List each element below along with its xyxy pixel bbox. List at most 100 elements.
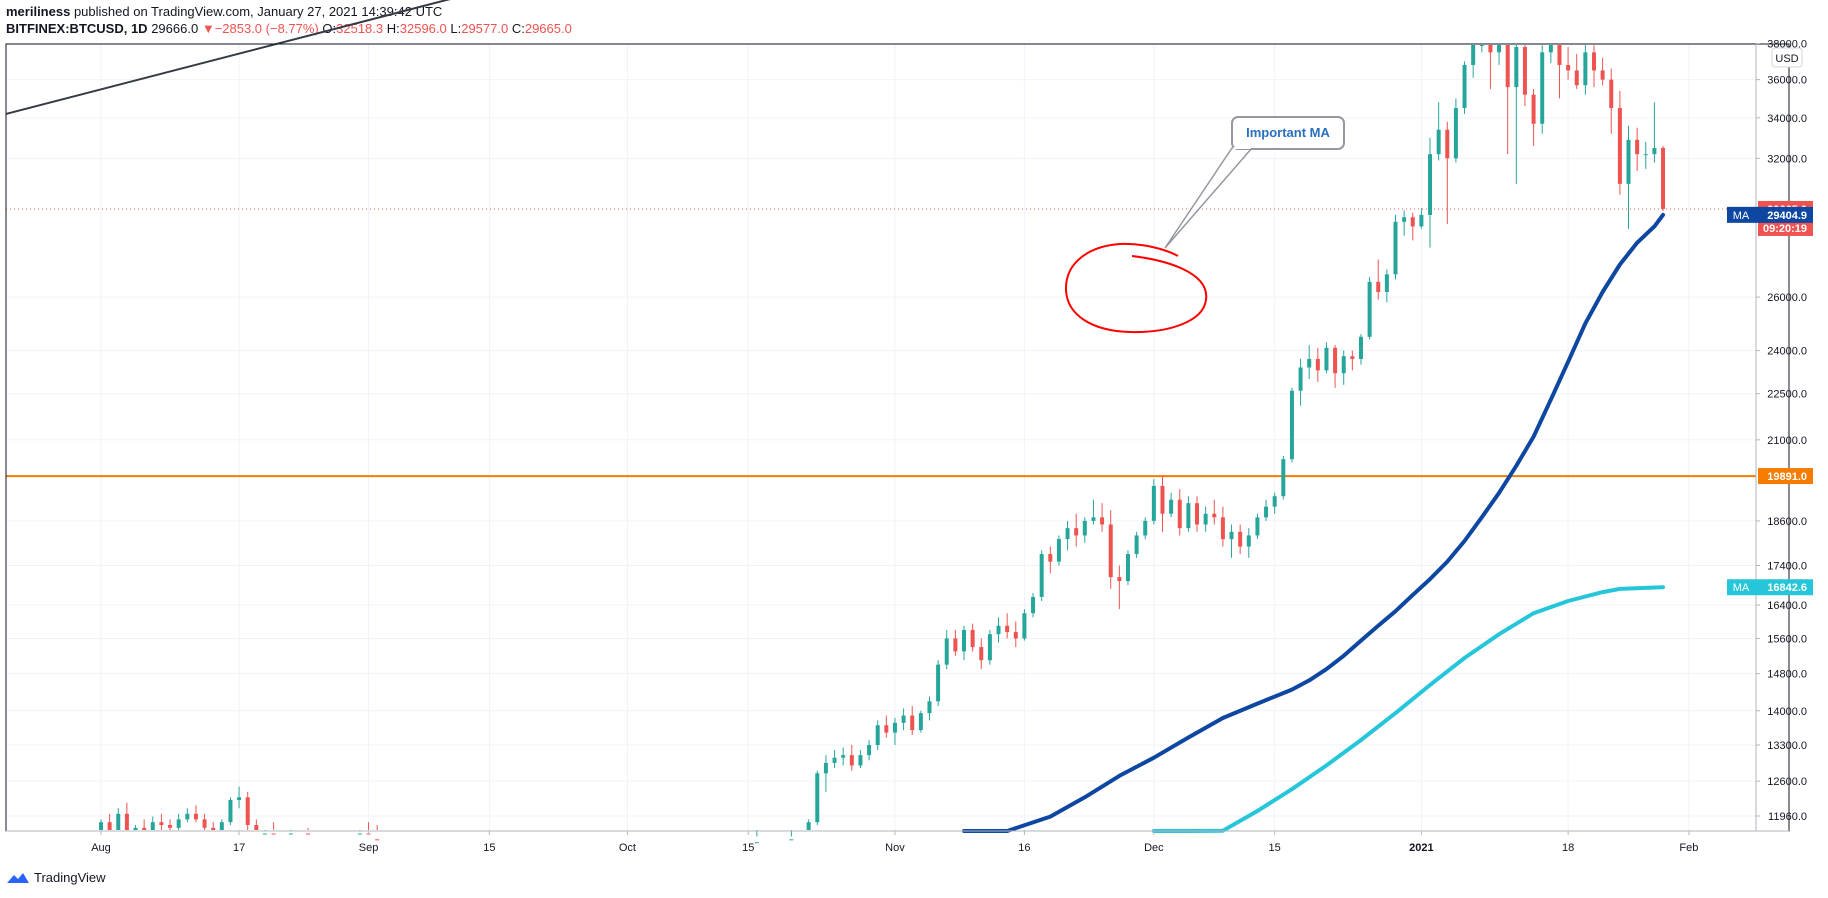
- candle-body: [1591, 52, 1596, 71]
- y-tick-label: 32000.0: [1767, 153, 1807, 165]
- candle-body: [1367, 281, 1372, 337]
- candles: [99, 45, 1666, 844]
- candle-body: [1428, 154, 1433, 215]
- candle: [202, 813, 207, 830]
- candle-body: [1333, 347, 1338, 374]
- candle-body: [142, 827, 147, 830]
- author-name[interactable]: meriliness: [6, 4, 71, 19]
- candle-body: [918, 713, 923, 731]
- price-label-box: [1758, 219, 1813, 236]
- candle: [962, 625, 966, 661]
- candle-body: [1005, 625, 1010, 633]
- x-tick-label: Feb: [1679, 842, 1698, 854]
- candle: [1056, 535, 1061, 566]
- candle-body: [970, 629, 975, 648]
- candle-body: [237, 797, 242, 800]
- candle-body: [107, 822, 112, 830]
- x-tick-label: 18: [1562, 842, 1574, 854]
- candle: [1143, 517, 1148, 540]
- y-tick-label: 16400.0: [1767, 600, 1807, 612]
- y-tick-label: 17400.0: [1767, 560, 1807, 572]
- candle-body: [1617, 108, 1622, 184]
- currency-badge[interactable]: [1771, 47, 1803, 68]
- candle: [1557, 45, 1562, 99]
- candle: [1445, 121, 1450, 225]
- candle-body: [254, 825, 259, 830]
- candle: [1471, 45, 1476, 78]
- candle: [754, 830, 759, 844]
- symbol-label[interactable]: BITFINEX:BTCUSD, 1D: [6, 21, 148, 36]
- candle: [1307, 345, 1312, 380]
- candle-body: [124, 813, 129, 830]
- grid: [6, 43, 1756, 831]
- callout-box[interactable]: [1231, 116, 1345, 150]
- high-value: 32596.0: [399, 21, 447, 36]
- candle: [1074, 513, 1079, 547]
- y-tick-label: 36000.0: [1767, 75, 1807, 87]
- low-label: L:: [450, 21, 462, 36]
- candle: [1212, 499, 1217, 525]
- candle-body: [789, 839, 794, 841]
- last-price: 29666.0: [151, 21, 199, 36]
- candle-body: [1643, 154, 1648, 156]
- candle: [944, 629, 949, 670]
- footer-brand[interactable]: TradingView: [6, 870, 106, 885]
- candle: [806, 819, 811, 830]
- candle: [1505, 45, 1510, 155]
- y-tick-label: 21000.0: [1767, 435, 1807, 447]
- candle-body: [202, 819, 207, 828]
- candle-body: [1540, 52, 1545, 124]
- y-tick-label: 24000.0: [1767, 346, 1807, 358]
- candle-body: [1264, 506, 1269, 518]
- candle-body: [1091, 517, 1096, 521]
- tradingview-logo-icon: [7, 872, 29, 883]
- candle: [1298, 358, 1303, 406]
- candle: [1160, 475, 1165, 532]
- candle-body: [1315, 358, 1320, 371]
- candle-body: [1436, 129, 1441, 155]
- candle-body: [211, 827, 216, 830]
- candle: [124, 802, 129, 830]
- candle-body: [1479, 45, 1484, 46]
- candle: [306, 827, 311, 835]
- candle-body: [1531, 94, 1536, 124]
- candle-body: [1195, 503, 1200, 525]
- ma-slow-line[interactable]: [1151, 585, 1665, 833]
- candle-body: [1471, 45, 1476, 65]
- candle-body: [875, 725, 880, 746]
- candle-body: [1453, 108, 1458, 159]
- candle-body: [245, 797, 250, 826]
- candle: [1617, 90, 1622, 195]
- candle: [237, 786, 242, 809]
- candle: [1048, 546, 1053, 574]
- candle: [867, 740, 872, 761]
- candle-body: [1661, 147, 1666, 209]
- candle-body: [1100, 517, 1105, 525]
- candle: [1376, 259, 1381, 300]
- candle: [1220, 506, 1225, 547]
- candle-body: [754, 842, 759, 844]
- ma-fast-line[interactable]: [962, 212, 1665, 833]
- candle: [150, 816, 155, 830]
- candle: [858, 750, 863, 769]
- candle: [1462, 61, 1467, 114]
- candle: [1522, 45, 1527, 107]
- candle: [1005, 613, 1010, 639]
- candle-body: [901, 715, 906, 723]
- candle-body: [1281, 459, 1286, 497]
- candle-body: [1212, 513, 1217, 518]
- x-axis-ticks: Aug 17 Sep 15 Oct 15 Nov 16 Dec 15 2021 18 Feb: [91, 831, 1698, 854]
- candle-body: [996, 625, 1001, 635]
- annotation-circle[interactable]: [1064, 242, 1208, 334]
- candle-body: [1272, 496, 1277, 507]
- candle: [1229, 524, 1234, 558]
- trendline[interactable]: [5, 0, 462, 115]
- publish-info: meriliness published on TradingView.com,…: [6, 4, 442, 19]
- ma-label-value: 16842.6: [1767, 582, 1807, 594]
- candle: [271, 822, 276, 835]
- candle: [901, 708, 906, 731]
- candle-body: [271, 833, 276, 835]
- candle: [1548, 45, 1553, 64]
- ma-label-box: [1727, 579, 1813, 596]
